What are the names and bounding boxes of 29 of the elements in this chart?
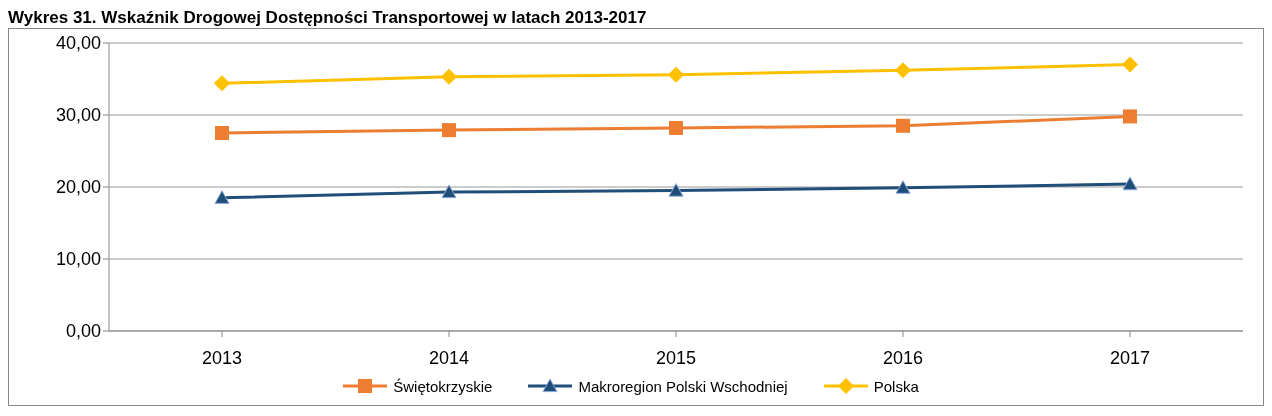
point: [896, 118, 910, 133]
point: [442, 123, 456, 138]
point: [441, 68, 457, 85]
legend-label: Świętokrzyskie: [393, 377, 493, 395]
point: [895, 62, 911, 79]
legend-label: Makroregion Polski Wschodniej: [578, 377, 788, 395]
x-tick-label: 2014: [428, 347, 470, 368]
y-tick-label: 10,00: [55, 249, 101, 270]
x-tick-label: 2017: [1109, 347, 1151, 368]
y-tick-label: 40,00: [55, 33, 101, 54]
legend-label: Polska: [873, 377, 919, 395]
point: [215, 126, 229, 140]
point: [214, 190, 230, 204]
point: [669, 120, 683, 135]
point: [668, 66, 684, 83]
y-tick-label: 20,00: [55, 177, 101, 198]
x-tick-label: 2013: [201, 347, 243, 368]
chart-title: Wykres 31. Wskaźnik Drogowej Dostępności Transportowej w latach 2013-2017: [8, 8, 648, 28]
point: [668, 183, 684, 197]
point: [1122, 176, 1138, 191]
point: [1122, 56, 1138, 73]
x-tick-label: 2015: [655, 347, 697, 368]
point: [441, 184, 457, 199]
x-tick-label: 2016: [882, 347, 924, 368]
point: [895, 180, 911, 194]
point: [214, 75, 230, 92]
y-tick-label: 30,00: [55, 105, 101, 126]
point: [1123, 109, 1137, 124]
y-tick-label: 0,00: [65, 321, 101, 342]
